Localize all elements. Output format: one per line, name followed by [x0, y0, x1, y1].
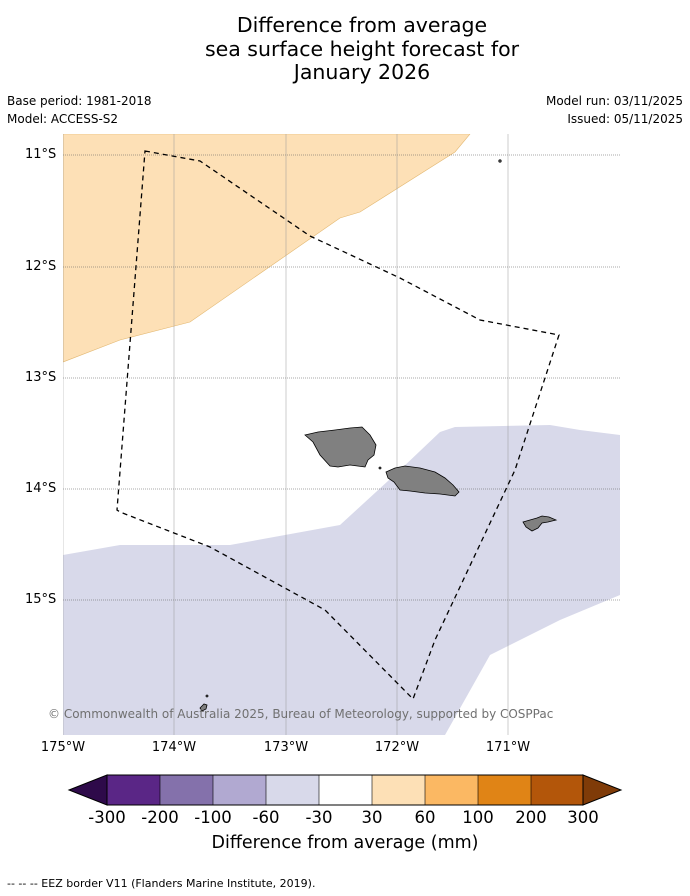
chart-title: Difference from average sea surface heig… [0, 13, 690, 85]
lat-label-13s: 13°S [25, 370, 57, 385]
anomaly-region-negative-60-30 [63, 425, 620, 735]
islet-manono [378, 466, 382, 470]
island-upolu [385, 465, 460, 497]
colorbar-extend-high [582, 774, 623, 806]
colorbar-bin-200-300 [531, 775, 583, 805]
colorbar-bin-100-200 [478, 775, 531, 805]
model-name: Model: ACCESS-S2 [7, 112, 119, 126]
lon-label-171w: 171°W [485, 740, 531, 755]
land-masses [199, 159, 558, 712]
eez-footnote: -- -- -- EEZ border V11 (Flanders Marine… [7, 877, 316, 890]
colorbar-tick-label: -300 [88, 808, 126, 827]
island-rose [199, 703, 208, 712]
lat-label-14s: 14°S [25, 481, 57, 496]
colorbar-dividers [159, 775, 532, 805]
lat-label-15s: 15°S [25, 592, 57, 607]
islet-swains-south [205, 694, 209, 698]
title-line-1: Difference from average [236, 13, 488, 37]
colorbar-tick-label: 300 [567, 808, 599, 827]
island-savaii [304, 426, 377, 468]
colorbar-title: Difference from average (mm) [211, 833, 479, 853]
colorbar-frame [106, 774, 584, 806]
colorbar-tick-label: 30 [361, 808, 383, 827]
colorbar-tick-label: -200 [141, 808, 179, 827]
colorbar-bin-minus60-minus30 [266, 775, 319, 805]
colorbar-tick-label: -100 [194, 808, 232, 827]
colorbar-bin-minus200-minus100 [160, 775, 213, 805]
title-line-3: January 2026 [293, 60, 431, 84]
lon-label-172w: 172°W [374, 740, 420, 755]
copyright-notice: © Commonwealth of Australia 2025, Bureau… [48, 707, 554, 721]
map-area [63, 134, 620, 735]
colorbar [67, 774, 623, 806]
issued-date: Issued: 05/11/2025 [567, 112, 683, 126]
colorbar-tick-label: 200 [515, 808, 547, 827]
title-line-2: sea surface height forecast for [204, 36, 520, 61]
colorbar-tick-label: -30 [305, 808, 333, 827]
islet-north [498, 159, 502, 163]
model-run: Model run: 03/11/2025 [545, 94, 683, 108]
colorbar-bin-60-100 [425, 775, 478, 805]
lon-label-175w: 175°W [40, 740, 86, 755]
colorbar-tick-label: 60 [414, 808, 436, 827]
lat-label-12s: 12°S [25, 259, 57, 274]
grid-lines [63, 134, 620, 735]
colorbar-bin-minus30-30 [319, 775, 372, 805]
lat-label-11s: 11°S [25, 147, 57, 162]
eez-border [116, 150, 560, 701]
colorbar-bin-minus100-minus60 [213, 775, 266, 805]
base-period: Base period: 1981-2018 [7, 94, 152, 108]
island-tutuila [522, 515, 558, 532]
colorbar-bin-minus300-minus200 [107, 775, 160, 805]
colorbar-extend-low [67, 774, 108, 806]
anomaly-region-positive-30-60 [63, 134, 471, 363]
lon-label-173w: 173°W [263, 740, 309, 755]
colorbar-tick-label: -60 [252, 808, 280, 827]
colorbar-bin-30-60 [372, 775, 425, 805]
lon-label-174w: 174°W [151, 740, 197, 755]
colorbar-tick-label: 100 [462, 808, 494, 827]
